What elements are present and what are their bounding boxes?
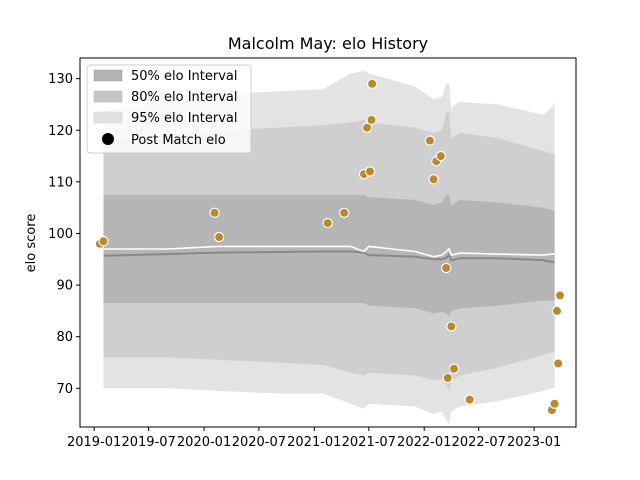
post-match-point xyxy=(366,78,378,90)
y-tick-label: 80 xyxy=(56,330,73,345)
post-match-point xyxy=(441,262,452,274)
post-match-point xyxy=(98,235,109,247)
median-line xyxy=(103,250,555,263)
post-match-point xyxy=(448,363,460,374)
post-match-point xyxy=(553,358,564,369)
x-tick-label: 2020-01 xyxy=(177,435,231,450)
legend-label-80: 80% elo Interval xyxy=(131,90,238,105)
x-tick-label: 2022-07 xyxy=(452,435,506,450)
post-match-point xyxy=(424,135,436,146)
elo-lines xyxy=(103,245,555,263)
legend-swatch-80 xyxy=(93,90,123,103)
legend-label-points: Post Match elo xyxy=(131,133,226,148)
post-match-point xyxy=(364,166,376,177)
post-match-point xyxy=(464,394,475,405)
post-match-point xyxy=(549,398,560,409)
legend-swatch-95 xyxy=(93,111,123,124)
x-tick-label: 2021-01 xyxy=(287,435,341,450)
post-match-point xyxy=(209,207,220,218)
post-match-point xyxy=(322,217,333,229)
post-match-points xyxy=(94,78,566,416)
x-axis: 2019-01 2019-07 2020-01 2020-07 2021-01 2021-… xyxy=(67,427,561,450)
x-tick-label: 2019-01 xyxy=(67,435,121,450)
chart-title: Malcolm May: elo History xyxy=(228,34,428,53)
y-axis: 70 80 90 100 110 120 130 xyxy=(48,72,80,397)
mean-line xyxy=(103,245,555,258)
post-match-point xyxy=(442,372,453,384)
y-tick-label: 130 xyxy=(48,72,73,87)
axes-frame xyxy=(79,57,577,428)
x-tick-label: 2021-07 xyxy=(342,435,396,450)
x-tick-label: 2022-01 xyxy=(397,435,451,450)
legend-label-50: 50% elo Interval xyxy=(131,69,238,84)
y-tick-label: 70 xyxy=(56,382,73,397)
plot-area xyxy=(94,70,566,425)
post-match-point xyxy=(551,305,563,317)
post-match-point xyxy=(361,122,373,133)
x-tick-label: 2023-01 xyxy=(507,435,561,450)
post-match-point xyxy=(338,207,350,218)
y-tick-label: 90 xyxy=(56,279,73,294)
post-match-point xyxy=(446,321,457,332)
legend-marker-points xyxy=(102,133,114,145)
chart-legend: 50% elo Interval 80% elo Interval 95% el… xyxy=(86,64,252,154)
x-tick-label: 2019-07 xyxy=(121,435,175,450)
legend-label-95: 95% elo Interval xyxy=(131,111,238,126)
y-tick-label: 110 xyxy=(48,175,73,190)
post-match-point xyxy=(213,231,225,243)
y-tick-label: 120 xyxy=(48,124,73,139)
y-axis-label: elo score xyxy=(24,214,39,273)
post-match-point xyxy=(435,150,446,162)
post-match-point xyxy=(554,290,566,301)
legend-swatch-50 xyxy=(93,69,123,82)
legend-frame xyxy=(86,64,252,154)
y-tick-label: 100 xyxy=(48,227,73,242)
post-match-point xyxy=(366,114,377,126)
post-match-point xyxy=(428,174,439,185)
band-50 xyxy=(103,194,555,316)
x-tick-label: 2020-07 xyxy=(232,435,286,450)
